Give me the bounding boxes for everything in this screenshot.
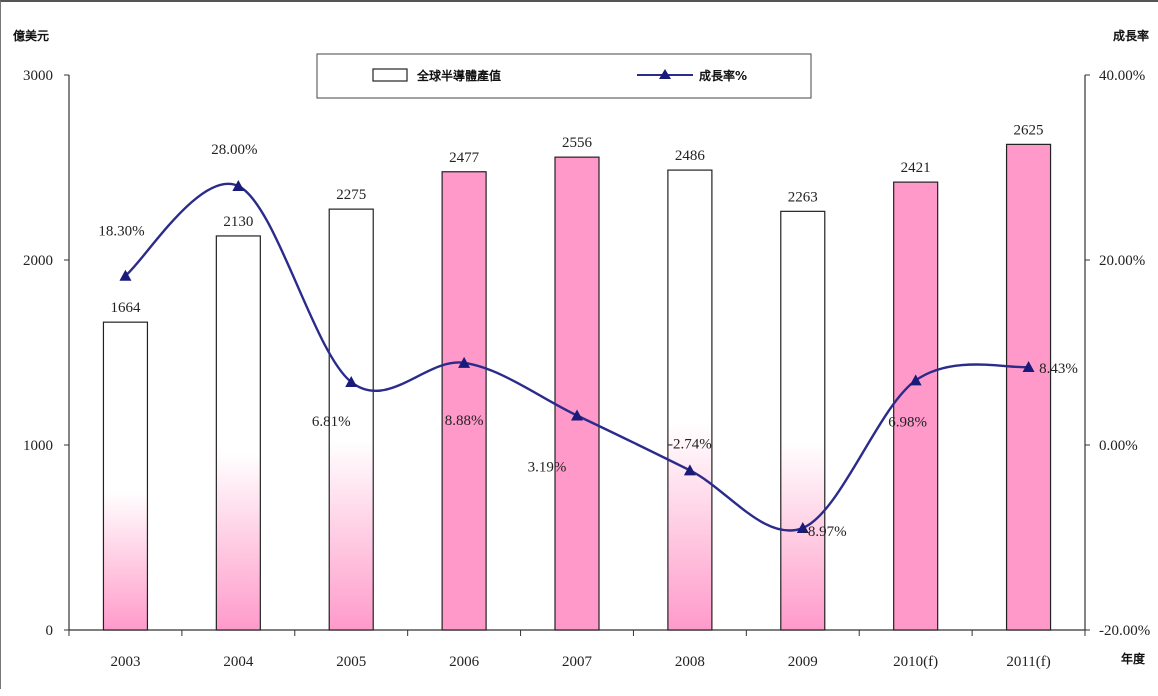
growth-value-label: 3.19% bbox=[528, 459, 567, 475]
data-labels: 1664 2130 2275 2477 2556 2486 2263 2421 2625 18.3… bbox=[98, 122, 1078, 540]
x-tick-label: 2004 bbox=[223, 654, 254, 670]
growth-value-label: -8.97% bbox=[803, 524, 847, 540]
bar-value-label: 2275 bbox=[336, 187, 366, 203]
x-tick-label: 2011(f) bbox=[1006, 654, 1050, 670]
x-tick-label: 2005 bbox=[336, 654, 366, 670]
bar bbox=[893, 181, 939, 631]
bar-value-label: 2421 bbox=[901, 160, 931, 176]
x-tick-label: 2006 bbox=[449, 654, 480, 670]
y-tick-label-left: 1000 bbox=[23, 438, 53, 454]
legend-bar-label: 全球半導體產值 bbox=[416, 68, 501, 83]
growth-value-label: -2.74% bbox=[668, 436, 712, 452]
bar-value-label: 2130 bbox=[223, 214, 253, 230]
y-tick-label-right: 40.00% bbox=[1099, 68, 1145, 84]
bar-value-label: 2263 bbox=[788, 189, 818, 205]
y-tick-label-left: 0 bbox=[46, 623, 54, 639]
growth-value-label: 18.30% bbox=[98, 224, 144, 240]
legend-line-marker bbox=[659, 69, 671, 79]
bars bbox=[102, 143, 1052, 631]
growth-value-label: 8.43% bbox=[1039, 361, 1078, 377]
growth-value-label: 28.00% bbox=[211, 142, 257, 158]
y-axis-left-title: 億美元 bbox=[13, 28, 49, 43]
legend-bar-swatch bbox=[372, 68, 408, 82]
growth-value-label: 8.88% bbox=[445, 413, 484, 429]
growth-value-label: 6.98% bbox=[888, 414, 927, 430]
growth-point-marker bbox=[119, 269, 132, 281]
growth-line bbox=[119, 180, 1035, 533]
y-tick-label-right: -20.00% bbox=[1099, 623, 1150, 639]
growth-point-marker bbox=[796, 521, 809, 533]
bar-value-label: 2625 bbox=[1014, 122, 1044, 138]
bar bbox=[215, 235, 261, 631]
bar-value-label: 2477 bbox=[449, 150, 480, 166]
x-tick-label: 2008 bbox=[675, 654, 705, 670]
x-axis-title: 年度 bbox=[1121, 651, 1146, 666]
y-tick-label-left: 2000 bbox=[23, 253, 53, 269]
growth-line-path bbox=[124, 182, 1029, 532]
bar bbox=[780, 210, 826, 631]
bar bbox=[102, 321, 149, 631]
growth-point-marker bbox=[458, 356, 471, 368]
bar bbox=[1005, 143, 1052, 631]
y-axis-right-title: 成長率 bbox=[1113, 28, 1149, 43]
y-tick-label-right: 0.00% bbox=[1099, 438, 1138, 454]
y-tick-label-left: 3000 bbox=[23, 68, 53, 84]
growth-point-marker bbox=[571, 409, 583, 421]
x-tick-label: 2010(f) bbox=[893, 654, 938, 670]
bar-value-label: 2556 bbox=[562, 135, 593, 151]
bar-value-label: 1664 bbox=[110, 300, 141, 316]
x-tick-label: 2009 bbox=[788, 654, 818, 670]
growth-value-label: 6.81% bbox=[312, 414, 351, 430]
growth-point-marker bbox=[909, 374, 922, 386]
bar bbox=[328, 208, 374, 631]
growth-point-marker bbox=[1022, 361, 1035, 373]
growth-point-marker bbox=[345, 376, 358, 388]
bar-value-label: 2486 bbox=[675, 148, 706, 164]
bar bbox=[441, 171, 487, 631]
bar bbox=[667, 169, 713, 631]
x-tick-label: 2003 bbox=[110, 654, 140, 670]
growth-point-marker bbox=[232, 180, 245, 191]
bar bbox=[554, 156, 600, 631]
legend-line-label: 成長率% bbox=[699, 68, 747, 83]
x-tick-label: 2007 bbox=[562, 654, 593, 670]
axes: 0 1000 2000 3000 -20.00% 0.00% 20.00% 40.00% 200… bbox=[23, 68, 1150, 670]
legend: 全球半導體產值 成長率% bbox=[316, 53, 812, 99]
y-tick-label-right: 20.00% bbox=[1099, 253, 1145, 269]
growth-point-marker bbox=[683, 464, 696, 476]
